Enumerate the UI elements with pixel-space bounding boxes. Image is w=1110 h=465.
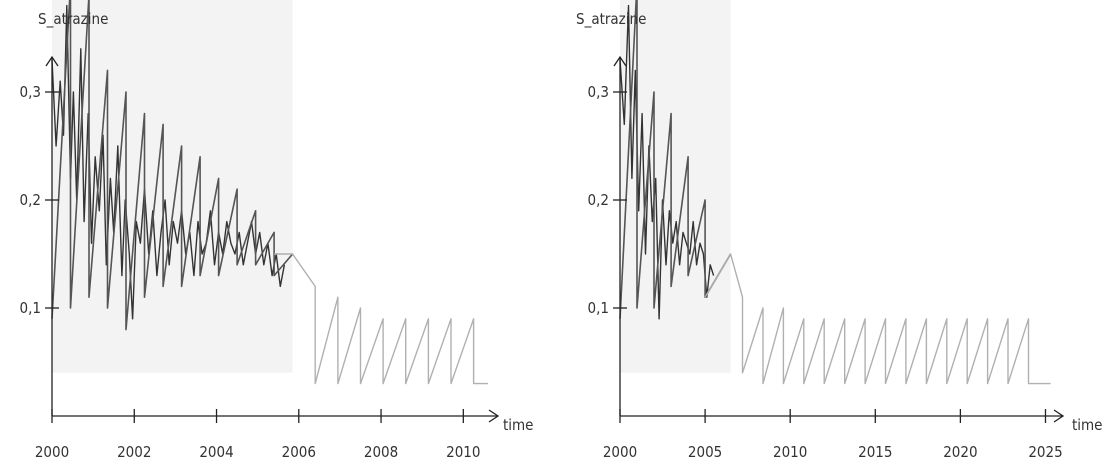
y-tick-label: 0,1	[588, 299, 609, 317]
y-axis-arrow-icon	[45, 55, 59, 67]
x-axis-arrow-icon	[1053, 409, 1065, 423]
y-tick-label: 0,3	[588, 83, 609, 101]
x-tick-label: 2006	[282, 443, 316, 461]
y-tick-label: 0,3	[20, 83, 41, 101]
y-axis-title: S_atrazine	[38, 10, 108, 29]
x-tick-label: 2008	[364, 443, 398, 461]
x-tick-label: 2004	[199, 443, 233, 461]
x-tick-label: 2020	[943, 443, 977, 461]
y-axis-arrow-icon	[613, 55, 627, 67]
x-axis-title: time	[1072, 416, 1103, 434]
series-line-ensemble	[619, 0, 732, 319]
line-chart-right: S_atrazinetime0,10,20,30,420002005201020…	[576, 0, 1103, 461]
x-tick-label: 2025	[1028, 443, 1062, 461]
x-tick-label: 2000	[603, 443, 637, 461]
x-tick-label: 2010	[446, 443, 480, 461]
x-axis-title: time	[503, 416, 534, 434]
y-tick-label: 0,1	[20, 299, 41, 317]
line-chart-left: S_atrazinetime0,10,20,30,420002002200420…	[20, 0, 534, 461]
chart-panel-right: S_atrazinetime0,10,20,30,420002005201020…	[560, 0, 1110, 465]
y-tick-label: 0,2	[20, 191, 41, 209]
x-tick-label: 2005	[688, 443, 722, 461]
x-tick-label: 2015	[858, 443, 892, 461]
x-tick-label: 2002	[117, 443, 151, 461]
series-line-faded	[704, 253, 1051, 385]
chart-panel-left: S_atrazinetime0,10,20,30,420002002200420…	[20, 0, 534, 461]
x-tick-label: 2010	[773, 443, 807, 461]
series-line-faded	[274, 253, 488, 385]
x-axis-arrow-icon	[488, 409, 500, 423]
y-axis-title: S_atrazine	[576, 10, 646, 29]
series-line-ensemble	[51, 0, 294, 331]
plot-haze	[52, 0, 293, 373]
x-tick-label: 2000	[35, 443, 69, 461]
y-tick-label: 0,2	[588, 191, 609, 209]
